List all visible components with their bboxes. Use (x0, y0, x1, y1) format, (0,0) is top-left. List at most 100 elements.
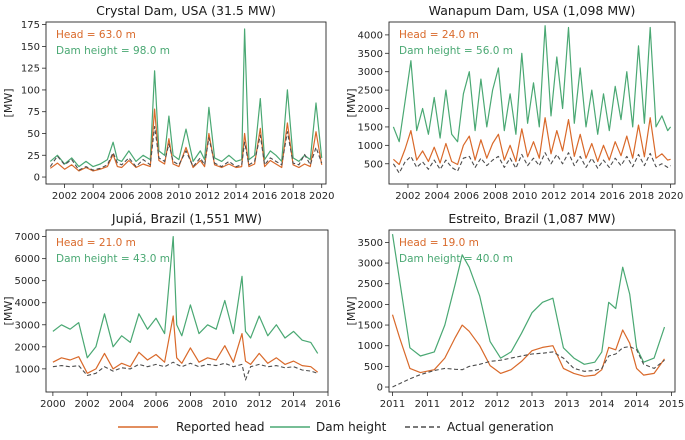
y-tick-label: 3000 (358, 259, 383, 270)
y-tick-label: 4000 (15, 298, 40, 309)
y-tick-label: 1500 (358, 122, 383, 133)
y-tick-label: 1000 (358, 141, 383, 152)
y-tick-label: 1500 (358, 321, 383, 332)
series-line-height (391, 234, 666, 365)
x-tick-label: 2002 (52, 191, 77, 202)
x-tick-label: 2018 (629, 191, 654, 202)
series-group (392, 25, 672, 174)
panel-crystal-dam: Crystal Dam, USA (31.5 MW) [MW] 2002 2004 20… (2, 3, 334, 202)
series-line-head (52, 315, 319, 374)
legend-head-label: Reported head (176, 420, 265, 434)
x-tick-label: 2011 (380, 399, 405, 410)
y-tick-label: 5000 (15, 276, 40, 287)
x-tick-label: 2008 (138, 191, 163, 202)
x-tick-label: 2004 (424, 191, 449, 202)
y-tick-label: 2000 (358, 300, 383, 311)
x-tick-label: 2020 (309, 191, 334, 202)
x-tick-label: 2010 (166, 191, 191, 202)
y-tick-label: 175 (21, 20, 40, 31)
y-tick-label: 3500 (358, 49, 383, 60)
panel-jupia: Jupiá, Brazil (1,551 MW) [MW] 2000 2002 2004… (2, 211, 341, 410)
series-line-actual (49, 125, 323, 171)
annotation-head: Head = 63.0 m (56, 29, 136, 41)
y-tick-label: 0 (377, 383, 383, 394)
panel-estreito: Estreito, Brazil (1,087 MW) [MW] 2011 2011 2… (345, 211, 684, 410)
x-tick-label: 2014 (589, 399, 614, 410)
x-tick-label: 2014 (281, 399, 306, 410)
series-line-height (392, 25, 672, 143)
y-tick-label: 2500 (358, 279, 383, 290)
panel-title: Jupiá, Brazil (1,551 MW) (111, 211, 262, 226)
y-tick-label: 3000 (15, 320, 40, 331)
legend-height-label: Dam height (316, 420, 387, 434)
annotation-dam-height: Dam height = 56.0 m (399, 45, 513, 57)
series-line-head (392, 117, 671, 166)
y-tick-label: 7000 (15, 232, 40, 243)
y-tick-label: 2000 (15, 342, 40, 353)
x-tick-label: 2012 (246, 399, 271, 410)
y-tick-label: 100 (21, 85, 40, 96)
plot-frame (388, 21, 676, 185)
panel-title: Wanapum Dam, USA (1,098 MW) (429, 3, 636, 18)
y-tick-label: 3500 (358, 238, 383, 249)
y-axis-label: [MW] (345, 89, 358, 118)
series-line-actual (392, 345, 665, 388)
y-tick-label: 1000 (15, 364, 40, 375)
y-tick-label: 0 (34, 173, 40, 184)
x-tick-label: 2014 (624, 399, 649, 410)
series-line-head (391, 314, 665, 377)
y-tick-label: 500 (364, 159, 383, 170)
y-tick-label: 3000 (358, 67, 383, 78)
x-tick-label: 2016 (252, 191, 277, 202)
series-group (391, 234, 666, 388)
x-tick-label: 2002 (75, 399, 100, 410)
series-group (52, 236, 319, 381)
annotation-head: Head = 19.0 m (399, 237, 479, 249)
legend-actual-label: Actual generation (447, 420, 554, 434)
x-tick-label: 2015 (659, 399, 684, 410)
plot-frame (45, 229, 329, 393)
x-tick-label: 2018 (280, 191, 305, 202)
panel-wanapum-dam: Wanapum Dam, USA (1,098 MW) [MW] 2002 2004 2… (345, 3, 683, 202)
annotation-dam-height: Dam height = 43.0 m (56, 253, 170, 265)
y-tick-label: 1000 (358, 341, 383, 352)
y-axis-label: [MW] (345, 297, 358, 326)
y-tick-label: 6000 (15, 254, 40, 265)
y-axis-label: [MW] (2, 89, 15, 118)
x-tick-label: 2011 (415, 399, 440, 410)
x-tick-label: 2013 (519, 399, 544, 410)
y-tick-label: 4000 (358, 30, 383, 41)
series-group (49, 28, 323, 172)
x-tick-label: 2020 (658, 191, 683, 202)
x-tick-label: 2014 (223, 191, 248, 202)
series-line-actual (392, 152, 671, 174)
x-tick-label: 2013 (554, 399, 579, 410)
x-tick-label: 2014 (570, 191, 595, 202)
y-tick-label: 2000 (358, 104, 383, 115)
x-tick-label: 2010 (212, 399, 237, 410)
y-axis-label: [MW] (2, 297, 15, 326)
x-tick-label: 2012 (541, 191, 566, 202)
series-line-height (49, 28, 323, 168)
x-tick-label: 2016 (315, 399, 340, 410)
annotation-head: Head = 21.0 m (56, 237, 136, 249)
x-tick-label: 2000 (40, 399, 65, 410)
x-tick-label: 2006 (454, 191, 479, 202)
y-tick-label: 125 (21, 64, 40, 75)
y-tick-label: 25 (27, 151, 40, 162)
x-tick-label: 2012 (195, 191, 220, 202)
series-line-head (49, 108, 323, 172)
x-tick-label: 2010 (512, 191, 537, 202)
x-tick-label: 2004 (109, 399, 134, 410)
y-tick-label: 75 (27, 107, 40, 118)
plot-frame (45, 21, 327, 185)
annotation-head: Head = 24.0 m (399, 29, 479, 41)
panel-title: Estreito, Brazil (1,087 MW) (448, 211, 615, 226)
x-tick-label: 2012 (450, 399, 475, 410)
y-tick-label: 500 (364, 362, 383, 373)
y-tick-label: 150 (21, 42, 40, 53)
x-tick-label: 2002 (395, 191, 420, 202)
y-tick-label: 50 (27, 129, 40, 140)
x-tick-label: 2008 (178, 399, 203, 410)
